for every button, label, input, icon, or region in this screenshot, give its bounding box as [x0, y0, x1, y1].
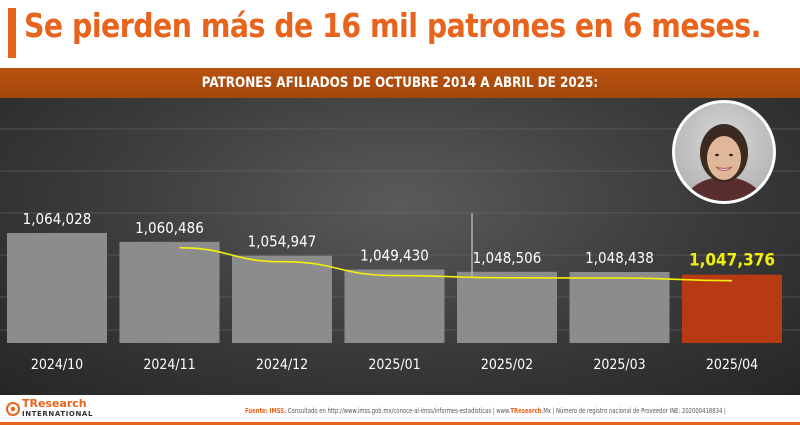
category-ticks: 2024/10 2024/11 2024/12 2025/01 2025/02 2025/… [31, 357, 758, 373]
logo-icon [6, 402, 20, 416]
subtitle-band: PATRONES AFILIADOS DE OCTUBRE 2014 A ABR… [0, 68, 800, 98]
bar [7, 233, 107, 343]
bar [232, 255, 332, 343]
logo-subtitle: INTERNATIONAL [22, 410, 94, 418]
bar [457, 271, 557, 343]
value-labels: 1,064,028 1,060,486 1,054,947 1,049,430 1,04… [23, 210, 775, 271]
logo-wordmark: TResearch [22, 397, 87, 410]
value-label: 1,064,028 [23, 210, 92, 228]
bar [119, 241, 220, 343]
bottom-rule [0, 422, 800, 425]
bar [344, 269, 445, 343]
headline: Se pierden más de 16 mil patrones en 6 m… [24, 6, 761, 45]
bar [682, 274, 782, 343]
header: Se pierden más de 16 mil patrones en 6 m… [0, 0, 800, 62]
bar-chart: 1,064,028 1,060,486 1,054,947 1,049,430 1,04… [0, 128, 800, 373]
bars [7, 233, 782, 343]
header-accent-bar [8, 8, 16, 58]
tick-label: 2025/02 [481, 357, 533, 373]
value-label: 1,047,376 [689, 251, 775, 271]
source-text: Consultado en http://www.imss.gob.mx/con… [286, 407, 511, 415]
tick-label: 2024/12 [256, 357, 308, 373]
value-label: 1,060,486 [135, 219, 204, 237]
tick-label: 2025/03 [593, 357, 645, 373]
trend-path [179, 247, 733, 282]
value-label: 1,048,438 [585, 249, 654, 267]
brand-web: TResearch [510, 407, 542, 415]
source-citation: Fuente: IMSS. Consultado en http://www.i… [245, 407, 726, 415]
tick-label: 2025/04 [706, 357, 758, 373]
chart-title: PATRONES AFILIADOS DE OCTUBRE 2014 A ABR… [201, 75, 599, 91]
brand-web-suffix: .Mx | Número de registro nacional de Pro… [541, 407, 726, 415]
source-label: Fuente: IMSS. [245, 407, 287, 415]
tick-label: 2024/10 [31, 357, 83, 373]
tick-label: 2024/11 [143, 357, 195, 373]
portrait-photo [672, 100, 776, 204]
value-label: 1,054,947 [248, 233, 317, 251]
trend-line [179, 247, 733, 282]
value-label: 1,048,506 [473, 249, 542, 267]
bar [569, 272, 670, 343]
tick-label: 2025/01 [368, 357, 420, 373]
footer [0, 395, 800, 425]
value-label: 1,049,430 [360, 247, 429, 265]
